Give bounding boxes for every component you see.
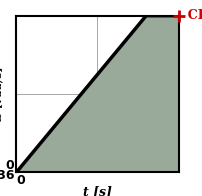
Text: 0: 0 [16, 174, 25, 187]
Text: t [s]: t [s] [83, 185, 111, 196]
Text: CRACK: CRACK [178, 9, 202, 22]
Text: ω [rad/s]: ω [rad/s] [0, 66, 3, 122]
Text: 0: 0 [6, 160, 15, 172]
Polygon shape [16, 16, 178, 172]
Text: 52.36: 52.36 [0, 170, 15, 182]
